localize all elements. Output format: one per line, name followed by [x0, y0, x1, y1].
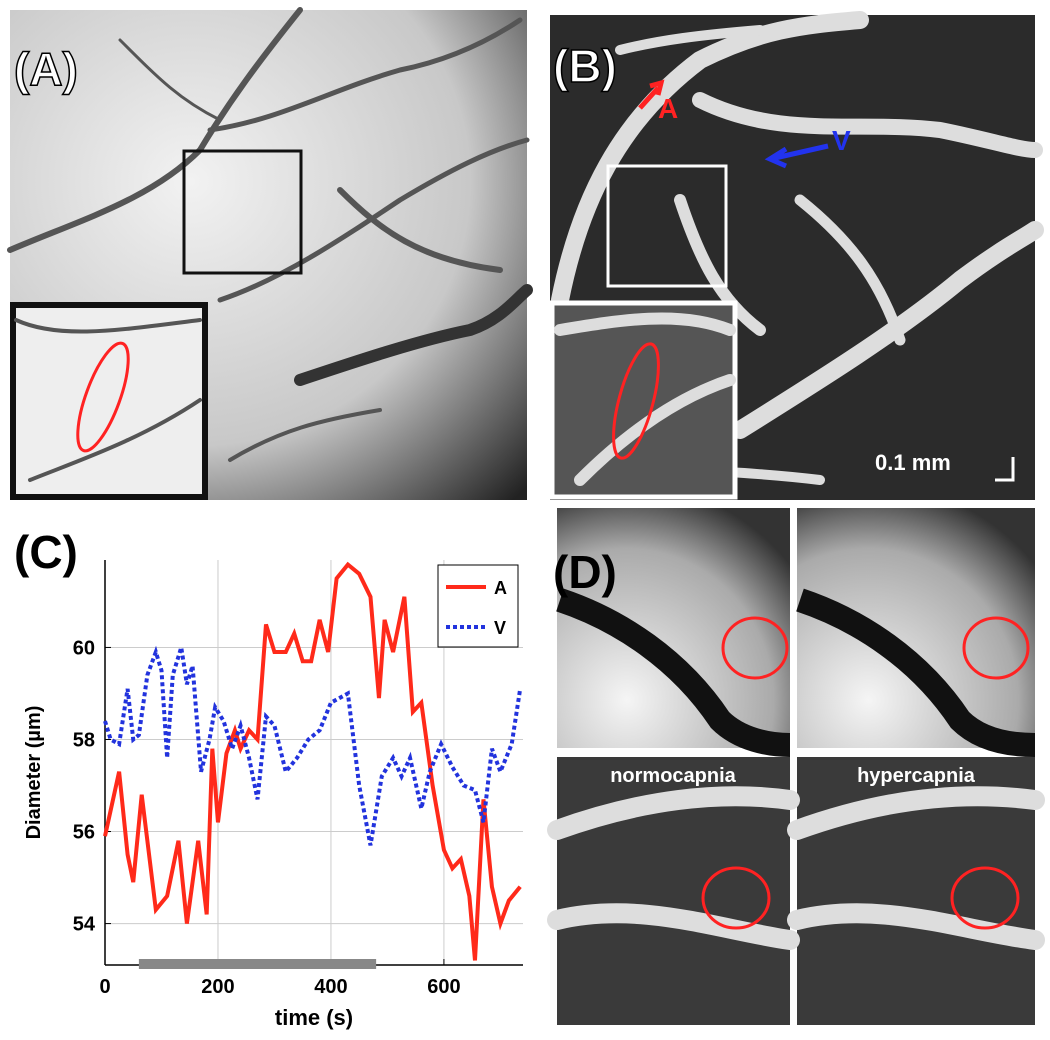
inset-b — [549, 300, 738, 500]
y-tick-label: 54 — [73, 914, 96, 936]
y-axis-label: Diameter (µm) — [23, 706, 45, 840]
y-tick-label: 60 — [73, 637, 95, 659]
panel-label: (C) — [14, 526, 78, 578]
series-line — [103, 645, 523, 846]
roi-ellipse — [962, 616, 1030, 680]
panel-d: normocapnia hypercapnia (D) — [547, 508, 1045, 1025]
zoom-box — [182, 149, 303, 275]
legend-box — [437, 564, 519, 648]
photo-d2 — [797, 508, 1035, 748]
vessel — [796, 588, 1036, 757]
x-tick-label: 200 — [201, 976, 234, 998]
arrow-label: V — [832, 125, 851, 156]
legend-label: V — [494, 618, 506, 638]
panel-label: (D) — [553, 546, 617, 598]
x-tick-label: 400 — [314, 976, 347, 998]
series-line — [103, 561, 522, 961]
inset-a — [10, 302, 208, 500]
roi-ellipse — [701, 866, 771, 930]
vessels-a — [7, 7, 533, 462]
arrow-label: A — [658, 93, 678, 124]
photo-d1 — [557, 508, 790, 748]
roi-ellipse — [612, 342, 660, 460]
arrow-a — [638, 79, 665, 110]
arrow-v — [764, 143, 829, 169]
vessel — [547, 786, 800, 950]
zoom-box — [606, 164, 728, 288]
vessel — [787, 786, 1045, 950]
legend-label: A — [494, 578, 507, 598]
x-axis-label: time (s) — [275, 1005, 353, 1030]
scale-bar — [995, 457, 1015, 482]
x-tick-label: 0 — [99, 976, 110, 998]
roi-ellipse — [76, 341, 130, 453]
panel-label: (B) — [553, 40, 617, 92]
y-tick-label: 58 — [73, 729, 95, 751]
vessels-b — [551, 11, 1044, 485]
roi-ellipse — [721, 616, 789, 680]
x-tick-label: 600 — [427, 976, 460, 998]
panel-b: A V 0.1 mm (B) — [549, 11, 1044, 500]
inset-vessels — [14, 318, 202, 482]
panel-a: (A) — [7, 7, 533, 500]
panel-label: (A) — [14, 43, 78, 95]
y-tick-label: 56 — [73, 822, 95, 844]
scale-label: 0.1 mm — [875, 450, 951, 475]
roi-ellipse — [950, 866, 1020, 930]
condition-label: normocapnia — [610, 765, 736, 787]
condition-label: hypercapnia — [857, 765, 976, 787]
vessel — [556, 588, 791, 757]
